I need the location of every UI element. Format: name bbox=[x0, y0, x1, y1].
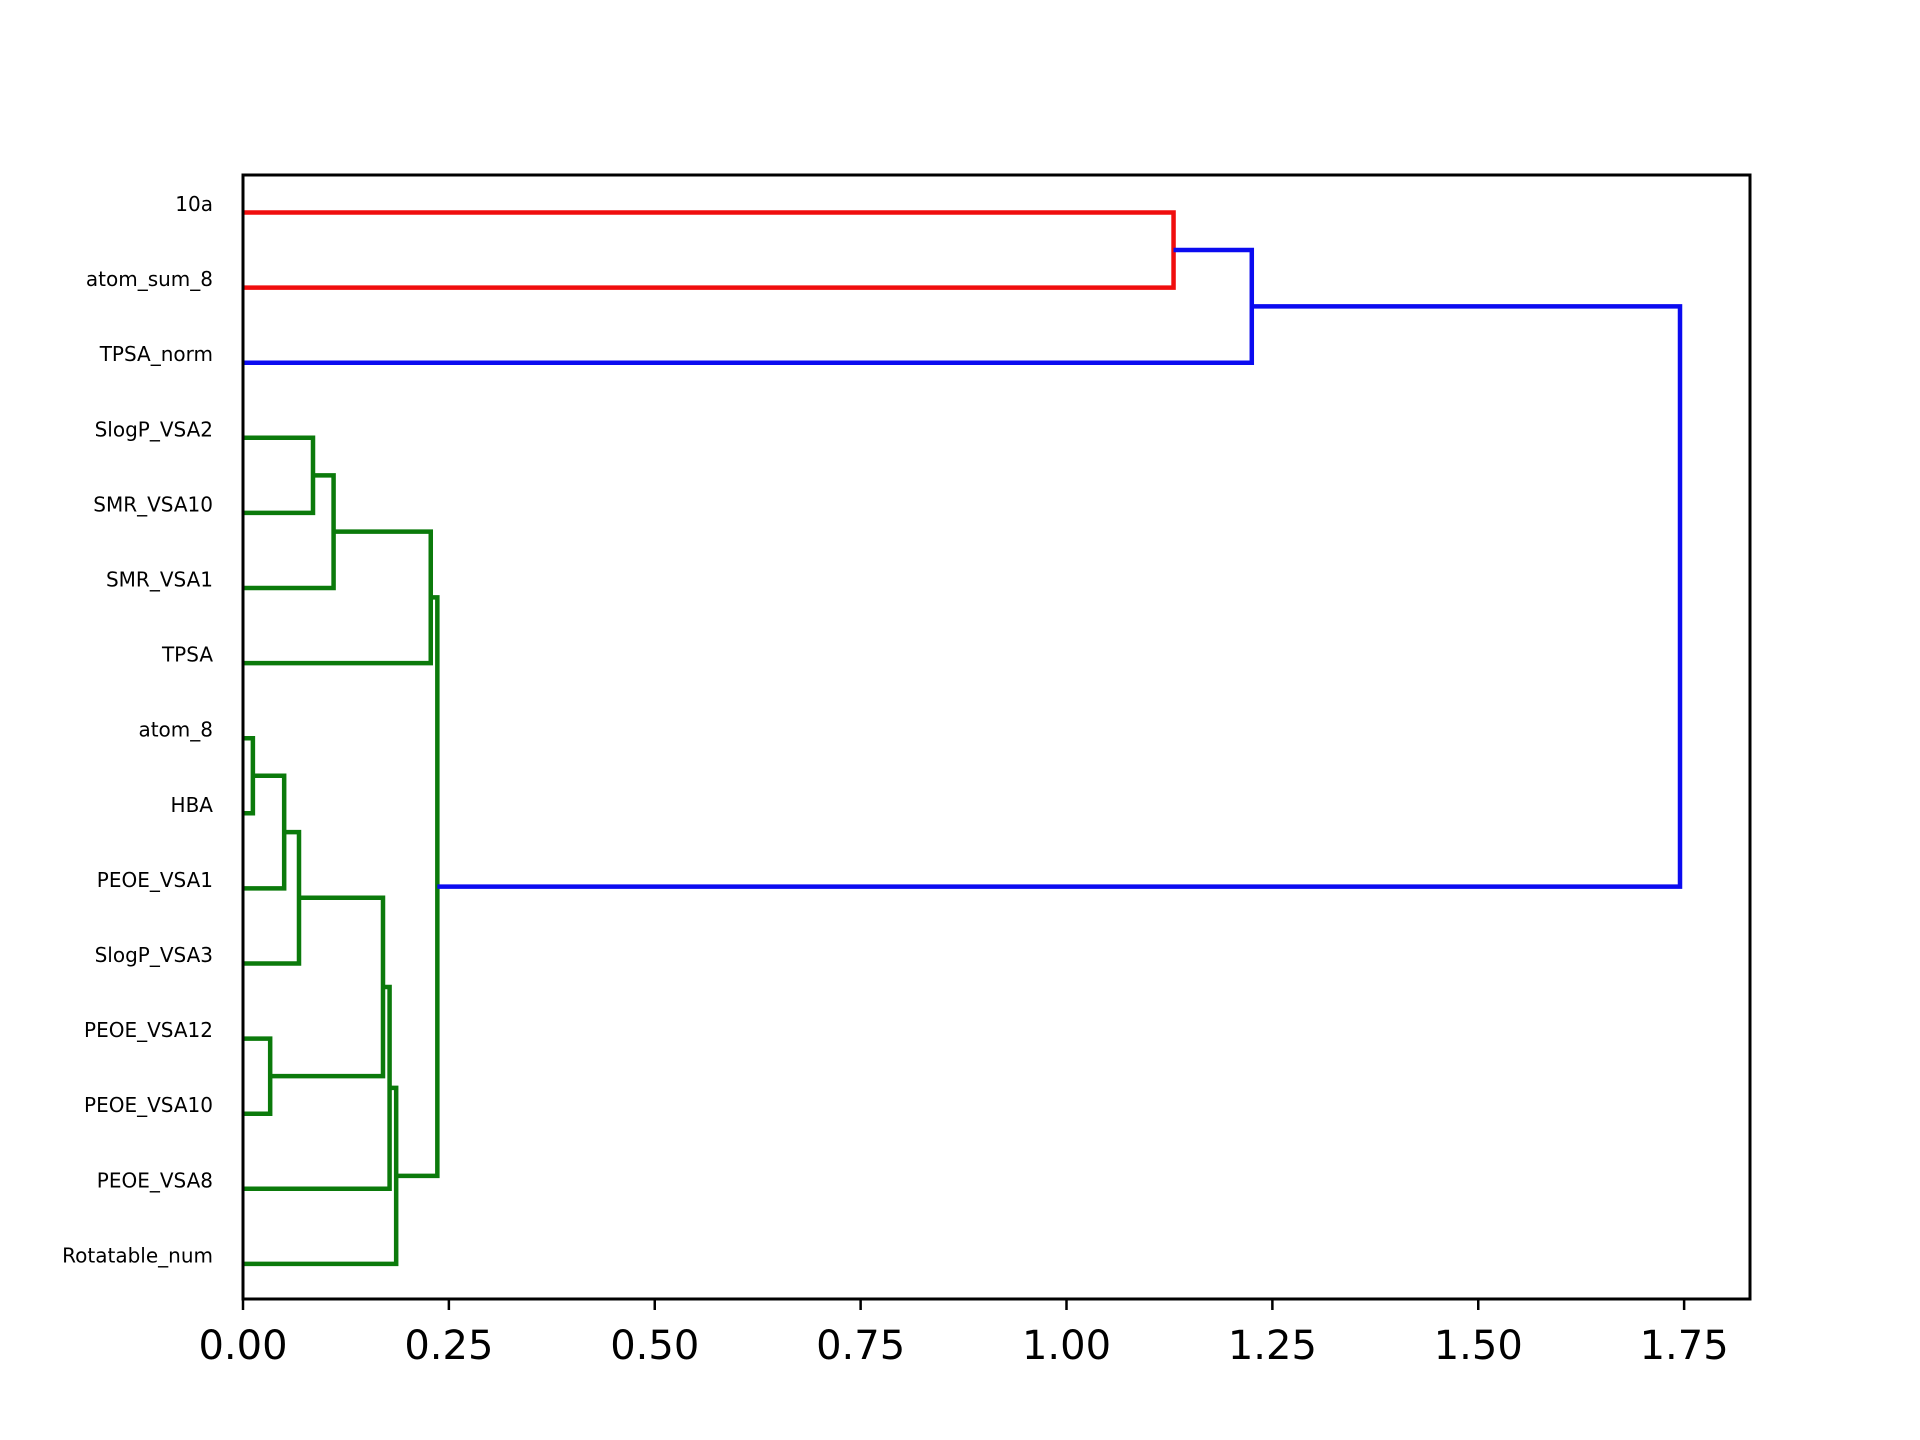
leaf-label: atom_sum_8 bbox=[86, 267, 213, 291]
leaf-label: SMR_VSA1 bbox=[106, 568, 213, 592]
leaf-labels: 10a atom_sum_8 TPSA_norm SlogP_VSA2 SMR_VSA1… bbox=[62, 192, 213, 1267]
x-tick-label: 0.75 bbox=[816, 1323, 905, 1369]
dendrogram-link-n8 bbox=[243, 829, 302, 966]
x-tick-label: 1.75 bbox=[1640, 1323, 1729, 1369]
plot-frame bbox=[241, 173, 1752, 1301]
dendrogram-link-n7 bbox=[243, 773, 287, 891]
x-tick-label: 1.25 bbox=[1228, 1323, 1317, 1369]
leaf-label: TPSA_norm bbox=[99, 342, 213, 366]
leaf-label: PEOE_VSA8 bbox=[97, 1168, 213, 1192]
leaf-label: PEOE_VSA10 bbox=[84, 1093, 213, 1117]
dendrogram-link-n9 bbox=[243, 1036, 273, 1116]
x-tick-label: 0.25 bbox=[404, 1323, 493, 1369]
dendrogram-links bbox=[243, 210, 1683, 1267]
leaf-label: SlogP_VSA2 bbox=[95, 417, 213, 441]
dendrogram-link-n14 bbox=[437, 304, 1683, 889]
leaf-label: 10a bbox=[175, 192, 213, 216]
leaf-label: SlogP_VSA3 bbox=[95, 943, 213, 967]
x-tick-label: 0.50 bbox=[610, 1323, 699, 1369]
leaf-label: PEOE_VSA12 bbox=[84, 1018, 213, 1042]
leaf-label: Rotatable_num bbox=[62, 1243, 213, 1267]
dendrogram-link-n5 bbox=[243, 529, 434, 666]
leaf-label: TPSA bbox=[161, 643, 213, 667]
leaf-label: HBA bbox=[171, 793, 214, 817]
x-axis-ticks: 0.00 0.25 0.50 0.75 1.00 1.25 1.50 1.75 bbox=[198, 1299, 1729, 1369]
leaf-label: PEOE_VSA1 bbox=[97, 868, 213, 892]
x-tick-label: 1.50 bbox=[1434, 1323, 1523, 1369]
dendrogram-link-n1 bbox=[243, 210, 1176, 290]
dendrogram-link-n13 bbox=[396, 595, 440, 1179]
leaf-label: SMR_VSA10 bbox=[93, 492, 213, 516]
x-tick-label: 0.00 bbox=[198, 1323, 287, 1369]
dendrogram-link-n3 bbox=[243, 435, 316, 516]
leaf-label: atom_8 bbox=[138, 718, 213, 742]
x-tick-label: 1.00 bbox=[1022, 1323, 1111, 1369]
dendrogram-link-n4 bbox=[243, 473, 336, 591]
dendrogram-link-n2 bbox=[243, 247, 1255, 365]
dendrogram-link-n11 bbox=[243, 984, 392, 1192]
dendrogram-link-n10 bbox=[270, 895, 386, 1079]
